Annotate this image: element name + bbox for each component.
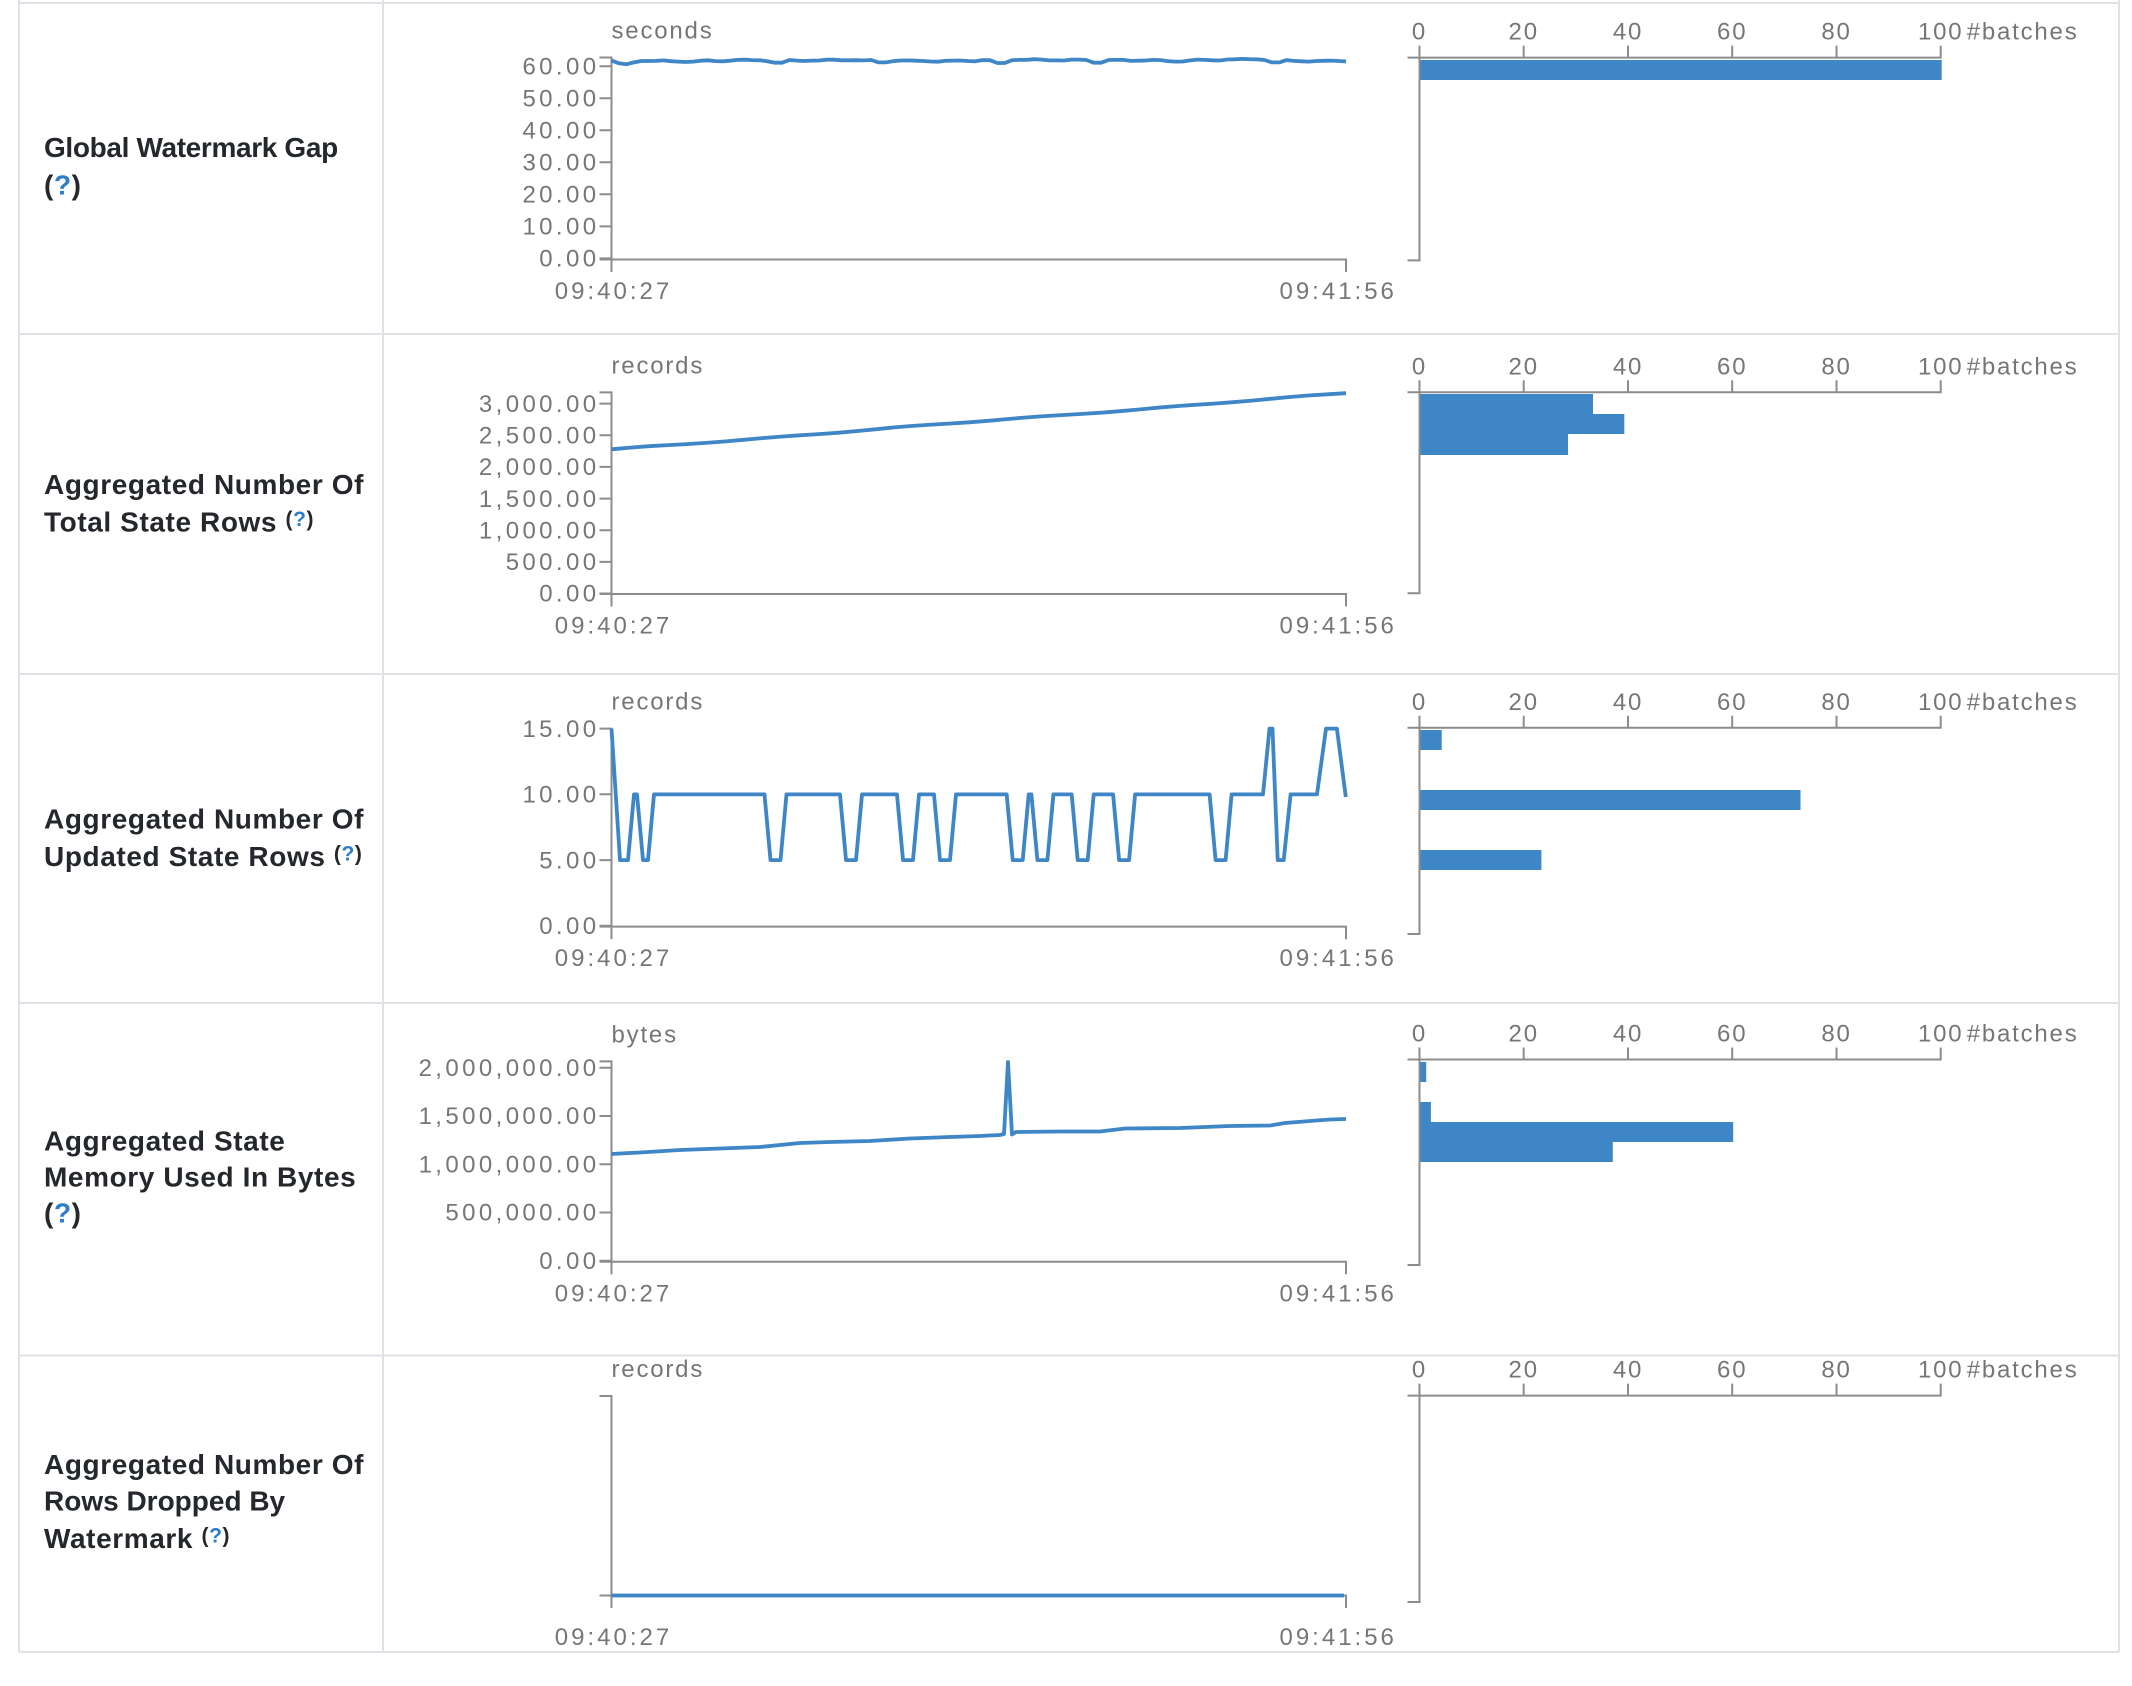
svg-text:Watermark (?): Watermark (?) [44,1523,230,1554]
svg-text:records: records [612,352,705,379]
svg-text:20: 20 [1509,1021,1539,1048]
svg-text:Updated State Rows (?): Updated State Rows (?) [44,841,363,872]
svg-text:40: 40 [1613,689,1643,716]
svg-text:5.00: 5.00 [539,847,599,874]
svg-text:100: 100 [1918,353,1963,380]
svg-text:records: records [612,1356,705,1383]
svg-text:2,000,000.00: 2,000,000.00 [419,1055,600,1082]
svg-text:records: records [612,689,705,716]
svg-text:Global Watermark Gap: Global Watermark Gap [44,132,338,163]
svg-text:10.00: 10.00 [522,782,599,809]
svg-text:0.00: 0.00 [539,1248,599,1275]
svg-text:#batches: #batches [1967,1021,2079,1048]
svg-text:09:40:27: 09:40:27 [555,1280,672,1307]
svg-text:0.00: 0.00 [539,581,599,608]
svg-text:20: 20 [1509,1357,1539,1384]
svg-text:#batches: #batches [1967,19,2079,46]
svg-text:60.00: 60.00 [522,53,599,80]
svg-text:#batches: #batches [1967,689,2079,716]
svg-text:09:41:56: 09:41:56 [1279,1280,1396,1307]
svg-text:500,000.00: 500,000.00 [445,1200,599,1227]
svg-text:09:41:56: 09:41:56 [1279,1624,1396,1651]
svg-text:60: 60 [1717,1357,1747,1384]
svg-text:Aggregated State: Aggregated State [44,1125,285,1156]
svg-text:1,000,000.00: 1,000,000.00 [419,1152,600,1179]
svg-text:Aggregated Number Of: Aggregated Number Of [44,1449,364,1480]
svg-text:40: 40 [1613,1357,1643,1384]
svg-text:15.00: 15.00 [522,716,599,743]
svg-text:2,000.00: 2,000.00 [479,454,600,481]
svg-text:20.00: 20.00 [522,182,599,209]
svg-text:40: 40 [1613,1021,1643,1048]
svg-text:500.00: 500.00 [506,549,600,576]
svg-text:Aggregated Number Of: Aggregated Number Of [44,469,364,500]
svg-text:20: 20 [1509,19,1539,46]
svg-text:(?): (?) [44,1198,82,1229]
svg-text:0: 0 [1412,19,1427,46]
svg-text:80: 80 [1821,1357,1851,1384]
svg-text:80: 80 [1821,1021,1851,1048]
svg-text:#batches: #batches [1967,1357,2079,1384]
svg-text:1,000.00: 1,000.00 [479,517,600,544]
svg-text:60: 60 [1717,19,1747,46]
svg-text:0: 0 [1412,353,1427,380]
svg-text:0: 0 [1412,1357,1427,1384]
svg-text:Total State Rows (?): Total State Rows (?) [44,507,314,538]
svg-text:100: 100 [1918,19,1963,46]
svg-text:60: 60 [1717,689,1747,716]
svg-text:20: 20 [1509,689,1539,716]
svg-text:0.00: 0.00 [539,913,599,940]
svg-text:20: 20 [1509,353,1539,380]
svg-text:0: 0 [1412,1021,1427,1048]
svg-text:Memory Used In Bytes: Memory Used In Bytes [44,1161,356,1192]
svg-text:seconds: seconds [612,18,714,45]
svg-text:3,000.00: 3,000.00 [479,391,600,418]
svg-text:60: 60 [1717,353,1747,380]
svg-text:2,500.00: 2,500.00 [479,422,600,449]
svg-text:09:40:27: 09:40:27 [555,945,672,972]
svg-text:0: 0 [1412,689,1427,716]
svg-text:bytes: bytes [612,1021,678,1048]
svg-text:09:41:56: 09:41:56 [1279,278,1396,305]
svg-text:1,500.00: 1,500.00 [479,486,600,513]
svg-text:80: 80 [1821,19,1851,46]
svg-text:1,500,000.00: 1,500,000.00 [419,1103,600,1130]
svg-text:50.00: 50.00 [522,85,599,112]
svg-text:40.00: 40.00 [522,118,599,145]
svg-text:09:40:27: 09:40:27 [555,278,672,305]
svg-text:100: 100 [1918,1357,1963,1384]
svg-text:0.00: 0.00 [539,246,599,273]
svg-text:Rows Dropped By: Rows Dropped By [44,1486,286,1517]
svg-text:09:40:27: 09:40:27 [555,1624,672,1651]
svg-text:09:41:56: 09:41:56 [1279,945,1396,972]
svg-text:80: 80 [1821,353,1851,380]
svg-text:80: 80 [1821,689,1851,716]
svg-text:30.00: 30.00 [522,150,599,177]
svg-text:40: 40 [1613,353,1643,380]
svg-text:60: 60 [1717,1021,1747,1048]
svg-text:100: 100 [1918,1021,1963,1048]
svg-text:(?): (?) [44,169,82,200]
svg-text:100: 100 [1918,689,1963,716]
svg-text:09:40:27: 09:40:27 [555,613,672,640]
svg-text:09:41:56: 09:41:56 [1279,613,1396,640]
svg-text:Aggregated Number Of: Aggregated Number Of [44,804,364,835]
svg-text:10.00: 10.00 [522,214,599,241]
svg-text:#batches: #batches [1967,353,2079,380]
svg-text:40: 40 [1613,19,1643,46]
